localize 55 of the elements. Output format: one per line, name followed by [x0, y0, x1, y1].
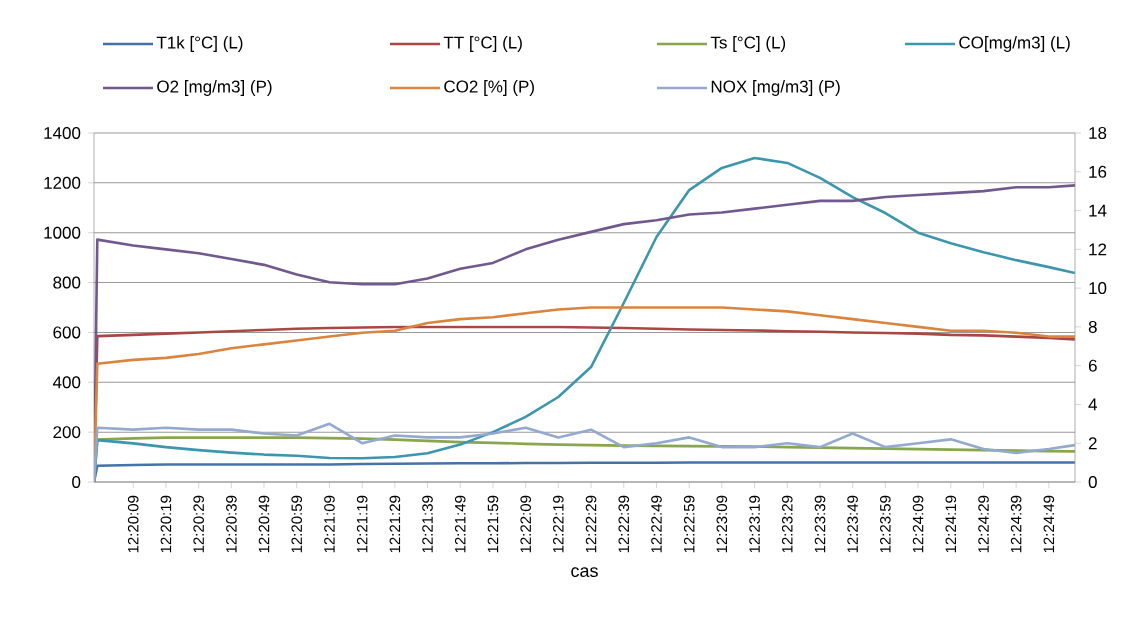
legend-label: NOX [mg/m3] (P) — [711, 80, 840, 96]
x-tick-label: 12:21:19 — [356, 495, 368, 553]
x-tick-label: 12:20:59 — [291, 495, 303, 553]
x-tick-label: 12:22:29 — [585, 495, 597, 553]
x-tick-label: 12:21:59 — [487, 495, 499, 553]
x-tick-label: 12:23:59 — [880, 495, 891, 553]
x-tick-label: 12:20:39 — [226, 495, 237, 553]
y2-tick-label: 12 — [1089, 243, 1107, 256]
y-tick-label: 1000 — [44, 226, 81, 239]
x-tick-label: 12:24:19 — [945, 495, 957, 553]
legend-label: T1k [°C] (L) — [156, 36, 243, 52]
x-tick-label: 12:24:29 — [978, 495, 989, 553]
x-tick-label: 12:23:29 — [781, 495, 793, 553]
y-tick-label: 800 — [53, 276, 81, 289]
y-tick-label: 200 — [53, 426, 81, 439]
x-tick-label: 12:23:09 — [716, 495, 728, 553]
x-tick-label: 12:22:59 — [683, 495, 695, 553]
x-tick-label: 12:20:09 — [127, 495, 139, 553]
legend-label: Ts [°C] (L) — [710, 36, 786, 52]
x-tick-label: 12:22:49 — [651, 495, 662, 553]
x-tick-label: 12:24:49 — [1043, 495, 1055, 553]
x-tick-label: 12:22:19 — [553, 495, 564, 553]
y2-tick-label: 2 — [1088, 437, 1097, 450]
x-tick-label: 12:23:49 — [847, 495, 858, 553]
y-tick-label: 1400 — [44, 127, 81, 140]
x-tick-label: 12:21:49 — [454, 495, 466, 553]
x-tick-label: 12:21:09 — [324, 495, 335, 553]
y2-tick-label: 8 — [1088, 320, 1097, 333]
legend-label: TT [°C] (L) — [443, 36, 522, 52]
y2-tick-label: 10 — [1089, 282, 1107, 295]
x-tick-label: 12:24:39 — [1010, 495, 1022, 553]
y-tick-label: 1200 — [44, 176, 81, 189]
x-tick-label: 12:23:19 — [749, 495, 760, 553]
x-tick-label: 12:24:09 — [912, 495, 924, 553]
x-tick-label: 12:22:39 — [618, 495, 630, 553]
x-tick-label: 12:20:29 — [193, 495, 204, 553]
y2-tick-label: 18 — [1089, 127, 1107, 140]
y-tick-label: 400 — [52, 376, 81, 389]
x-tick-label: 12:22:09 — [520, 495, 532, 553]
y2-tick-label: 4 — [1088, 398, 1098, 411]
x-tick-label: 12:23:39 — [814, 495, 826, 553]
x-tick-label: 12:21:29 — [389, 495, 401, 553]
y2-tick-label: 14 — [1089, 204, 1107, 217]
x-tick-label: 12:20:19 — [160, 495, 172, 553]
x-tick-label: 12:21:39 — [422, 495, 433, 553]
y2-tick-label: 0 — [1088, 476, 1097, 489]
legend-label: CO2 [%] (P) — [444, 80, 534, 96]
y-tick-label: 0 — [72, 476, 81, 489]
x-axis-title: cas — [571, 567, 598, 578]
x-tick-label: 12:20:49 — [258, 495, 270, 553]
y-tick-label: 600 — [53, 326, 81, 339]
legend-label: CO[mg/m3] (L) — [959, 36, 1070, 52]
y2-tick-label: 16 — [1089, 165, 1107, 178]
y2-tick-label: 6 — [1088, 359, 1097, 372]
legend-label: O2 [mg/m3] (P) — [157, 80, 272, 96]
